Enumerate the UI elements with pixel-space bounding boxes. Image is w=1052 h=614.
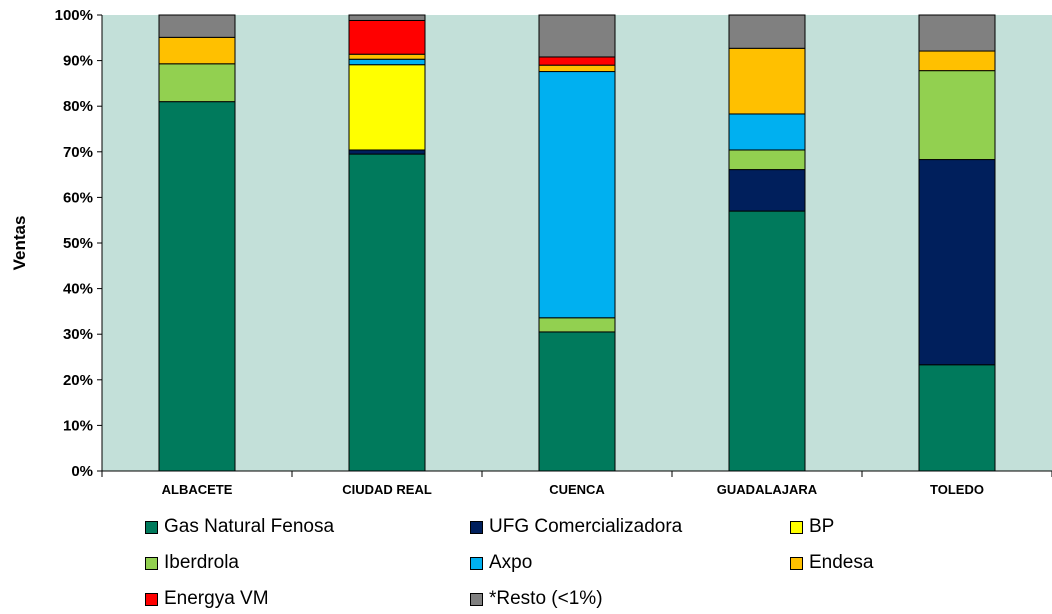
bar-segment-guadalajara-5: [728, 47, 806, 115]
x-tick-label: CUENCA: [549, 482, 605, 497]
legend-label: BP: [809, 516, 835, 537]
bar-segment-cuenca-5: [538, 64, 616, 73]
y-axis-label: Ventas: [10, 216, 29, 271]
bar-segment-ciudad-real-1: [348, 149, 426, 155]
legend-item: Iberdrola: [145, 548, 470, 578]
legend-item: Axpo: [470, 548, 790, 578]
y-tick-label: 0%: [71, 463, 93, 480]
bar-segment-albacete-5: [158, 36, 236, 65]
legend-swatch: [470, 592, 483, 606]
bar-segment-guadalajara-4: [728, 113, 806, 151]
bar-segment-guadalajara-3: [728, 149, 806, 171]
bar-segment-ciudad-real-4: [348, 58, 426, 66]
legend-label: UFG Comercializadora: [489, 516, 683, 537]
bar-segment-ciudad-real-7: [348, 14, 426, 21]
legend-swatch: [145, 556, 158, 570]
legend-label: Energya VM: [164, 588, 269, 609]
bar-segment-guadalajara-1: [728, 169, 806, 212]
bar-segment-toledo-5: [918, 50, 996, 72]
bars-group: [158, 14, 996, 472]
x-tick-label: GUADALAJARA: [717, 482, 818, 497]
bar-segment-ciudad-real-5: [348, 53, 426, 60]
x-tick-label: TOLEDO: [930, 482, 984, 497]
legend-label: Axpo: [489, 552, 533, 573]
bar-segment-cuenca-7: [538, 14, 616, 58]
y-tick-label: 80%: [63, 98, 93, 115]
legend-swatch: [790, 520, 803, 534]
bar-segment-toledo-1: [918, 159, 996, 366]
legend: Gas Natural Fenosa UFG Comercializadora BP…: [145, 512, 1025, 614]
bar-segment-ciudad-real-6: [348, 19, 426, 55]
bar-segment-ciudad-real-2: [348, 64, 426, 151]
y-tick-label: 90%: [63, 53, 93, 70]
axes-group: ALBACETE CIUDAD REAL CUENCA GUADALAJARA TOLE…: [55, 7, 1052, 497]
legend-item: Gas Natural Fenosa: [145, 512, 470, 542]
bar-segment-cuenca-3: [538, 317, 616, 333]
y-tick-label: 30%: [63, 326, 93, 343]
bar-segment-toledo-0: [918, 364, 996, 472]
legend-swatch: [470, 556, 483, 570]
x-tick-label: CIUDAD REAL: [342, 482, 432, 497]
y-tick-label: 10%: [63, 417, 93, 434]
y-tick-label: 60%: [63, 189, 93, 206]
bar-segment-cuenca-6: [538, 56, 616, 66]
legend-item: *Resto (<1%): [470, 584, 790, 614]
bar-segment-albacete-7: [158, 14, 236, 38]
bar-segment-guadalajara-0: [728, 210, 806, 472]
bar-segment-ciudad-real-0: [348, 153, 426, 472]
legend-swatch: [145, 520, 158, 534]
legend-label: Gas Natural Fenosa: [164, 516, 335, 537]
bar-segment-albacete-0: [158, 101, 236, 472]
legend-label: *Resto (<1%): [489, 588, 603, 609]
legend-swatch: [470, 520, 483, 534]
y-tick-label: 20%: [63, 372, 93, 389]
legend-label: Iberdrola: [164, 552, 239, 573]
legend-item: BP: [790, 512, 990, 542]
legend-swatch: [145, 592, 158, 606]
bar-segment-albacete-3: [158, 63, 236, 103]
bar-segment-toledo-7: [918, 14, 996, 52]
bar-segment-toledo-3: [918, 70, 996, 161]
y-tick-label: 50%: [63, 235, 93, 252]
bar-segment-cuenca-0: [538, 331, 616, 472]
y-tick-label: 70%: [63, 144, 93, 161]
y-tick-label: 100%: [55, 7, 93, 24]
y-tick-label: 40%: [63, 281, 93, 298]
legend-item: Energya VM: [145, 584, 470, 614]
legend-item: UFG Comercializadora: [470, 512, 790, 542]
bar-segment-guadalajara-7: [728, 14, 806, 49]
legend-swatch: [790, 556, 803, 570]
bar-segment-cuenca-4: [538, 71, 616, 319]
legend-label: Endesa: [809, 552, 874, 573]
x-tick-label: ALBACETE: [162, 482, 233, 497]
legend-item: Endesa: [790, 548, 990, 578]
